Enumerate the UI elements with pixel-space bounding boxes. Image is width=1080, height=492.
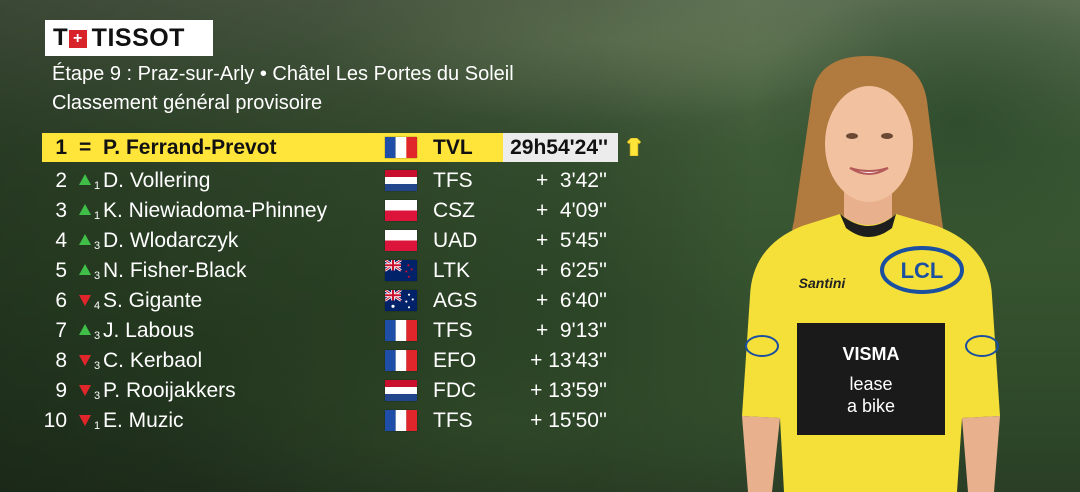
team-code: TFS (433, 318, 473, 342)
standings-row: 9 3 P. Rooijakkers FDC + 13'59'' (42, 376, 617, 405)
flag-poland-icon (385, 230, 417, 251)
rider-name: K. Niewiadoma-Phinney (103, 198, 328, 222)
time-gap: + 3'42'' (536, 168, 607, 192)
time-gap: + 15'50'' (530, 408, 607, 432)
rider-name: C. Kerbaol (103, 348, 203, 372)
flag-france-icon (385, 350, 417, 371)
rank: 6 (55, 288, 67, 312)
rider-name: D. Wlodarczyk (103, 228, 239, 252)
time-gap: + 6'25'' (536, 258, 607, 282)
jersey-team-line1: VISMA (842, 344, 899, 364)
team-code: EFO (433, 348, 477, 372)
jersey-team-line2: lease (849, 374, 892, 394)
standings-row: 10 1 E. Muzic TFS + 15'50'' (42, 406, 617, 435)
position-change: 3 (94, 360, 101, 372)
flag-france-icon (385, 137, 417, 158)
down-arrow-icon: 3 (67, 346, 100, 375)
stage-title: Étape 9 : Praz-sur-Arly • Châtel Les Por… (52, 63, 514, 85)
team-code: TVL (433, 135, 473, 159)
flag-netherlands-icon (385, 380, 417, 401)
up-arrow-icon: 1 (67, 196, 100, 225)
standings-row-leader: 1 = P. Ferrand-Prevot TVL 29h54'24'' (42, 133, 618, 162)
time-gap: + 13'43'' (530, 348, 607, 372)
brand-name: TISSOT (91, 23, 185, 52)
rider-name: P. Ferrand-Prevot (103, 135, 277, 159)
rank: 2 (55, 168, 67, 192)
standings-row: 3 1 K. Niewiadoma-Phinney CSZ + 4'09'' (42, 196, 617, 225)
flag-france-icon (385, 410, 417, 431)
team-code: UAD (433, 228, 478, 252)
position-change: 1 (94, 420, 101, 432)
rider-name: D. Vollering (103, 168, 211, 192)
team-code: TFS (433, 168, 473, 192)
rank: 8 (55, 348, 67, 372)
flag-poland-icon (385, 200, 417, 221)
rider-name: P. Rooijakkers (103, 378, 236, 402)
down-arrow-icon: 1 (67, 406, 100, 435)
time-gap: + 6'40'' (536, 288, 607, 312)
flag-netherlands-icon (385, 170, 417, 191)
rank: 4 (55, 228, 67, 252)
standings-row: 5 3 N. Fisher-Black LTK + 6'25'' (42, 256, 617, 285)
time-gap: + 5'45'' (536, 228, 607, 252)
standings-row: 4 3 D. Wlodarczyk UAD + 5'45'' (42, 226, 617, 255)
leader-time: 29h54'24'' (503, 133, 618, 162)
position-change: 3 (94, 390, 101, 402)
rider-portrait: LCL Santini VISMA lease a bike (742, 56, 1000, 492)
position-change: 3 (94, 240, 101, 252)
down-arrow-icon: 3 (67, 376, 100, 405)
up-arrow-icon: 1 (67, 166, 100, 195)
team-code: AGS (433, 288, 478, 312)
position-change: 1 (94, 210, 101, 222)
rider-name: J. Labous (103, 318, 195, 342)
rank: 9 (55, 378, 67, 402)
classification-title: Classement général provisoire (52, 92, 323, 114)
flag-new-zealand-icon (385, 260, 417, 281)
position-change: 3 (94, 270, 101, 282)
rank: 3 (55, 198, 67, 222)
flag-australia-icon (385, 290, 417, 311)
team-code: TFS (433, 408, 473, 432)
standings-row: 8 3 C. Kerbaol EFO + 13'43'' (42, 346, 617, 375)
time-gap: + 4'09'' (536, 198, 607, 222)
down-arrow-icon: 4 (67, 286, 100, 315)
rank: 10 (43, 408, 67, 432)
yellow-jersey-icon (627, 138, 641, 156)
rider-name: N. Fisher-Black (103, 258, 247, 282)
rider-name: E. Muzic (103, 408, 184, 432)
time-gap: + 13'59'' (530, 378, 607, 402)
no-change-indicator: = (79, 136, 92, 159)
standings-row: 2 1 D. Vollering TFS + 3'42'' (42, 166, 617, 195)
position-change: 4 (94, 300, 101, 312)
team-code: FDC (433, 378, 477, 402)
rank: 5 (55, 258, 67, 282)
jersey-team-line3: a bike (847, 396, 895, 416)
position-change: 3 (94, 330, 101, 342)
tissot-logo: T + TISSOT (45, 20, 213, 56)
team-code: CSZ (433, 198, 475, 222)
up-arrow-icon: 3 (67, 226, 100, 255)
jersey-sponsor-lcl: LCL (901, 258, 944, 283)
rank: 7 (55, 318, 67, 342)
rider-name: S. Gigante (103, 288, 203, 312)
standings-row: 6 4 S. Gigante AGS + 6'40'' (42, 286, 617, 315)
position-change: 1 (94, 180, 101, 192)
jersey-maker: Santini (799, 275, 847, 291)
standings-row: 7 3 J. Labous TFS + 9'13'' (42, 316, 617, 345)
up-arrow-icon: 3 (67, 256, 100, 285)
team-code: LTK (433, 258, 470, 282)
time-gap: + 9'13'' (536, 318, 607, 342)
rank: 1 (55, 135, 67, 159)
up-arrow-icon: 3 (67, 316, 100, 345)
flag-france-icon (385, 320, 417, 341)
